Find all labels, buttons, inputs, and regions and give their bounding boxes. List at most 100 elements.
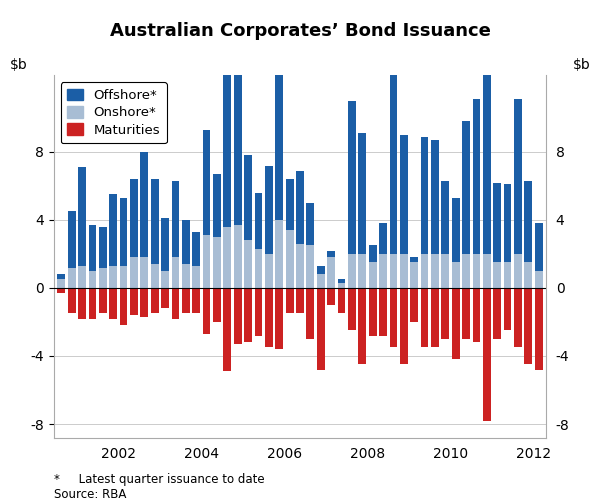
Bar (213, 237, 221, 288)
Bar (535, 271, 542, 288)
Bar (452, 288, 460, 360)
Bar (151, 179, 158, 264)
Bar (379, 288, 387, 336)
Bar (535, 223, 542, 271)
Bar (338, 280, 346, 283)
Bar (213, 288, 221, 322)
Bar (161, 271, 169, 288)
Bar (89, 288, 96, 318)
Text: Australian Corporates’ Bond Issuance: Australian Corporates’ Bond Issuance (110, 22, 490, 40)
Bar (514, 254, 522, 288)
Bar (265, 165, 273, 254)
Bar (193, 288, 200, 313)
Bar (109, 288, 117, 318)
Bar (400, 288, 407, 365)
Bar (421, 137, 428, 254)
Bar (431, 254, 439, 288)
Bar (442, 254, 449, 288)
Bar (317, 288, 325, 370)
Bar (234, 43, 242, 225)
Bar (369, 245, 377, 263)
Bar (193, 266, 200, 288)
Bar (442, 288, 449, 339)
Bar (203, 130, 211, 235)
Bar (89, 225, 96, 271)
Bar (524, 263, 532, 288)
Bar (130, 179, 138, 258)
Bar (244, 155, 252, 240)
Bar (400, 135, 407, 254)
Bar (379, 223, 387, 254)
Bar (483, 288, 491, 421)
Bar (265, 288, 273, 348)
Text: $b: $b (10, 58, 28, 72)
Bar (307, 203, 314, 245)
Bar (99, 288, 107, 313)
Bar (58, 280, 65, 288)
Bar (462, 254, 470, 288)
Bar (172, 181, 179, 258)
Bar (265, 254, 273, 288)
Bar (109, 195, 117, 266)
Bar (244, 240, 252, 288)
Bar (234, 225, 242, 288)
Bar (78, 167, 86, 266)
Bar (307, 288, 314, 339)
Bar (389, 288, 397, 348)
Bar (275, 288, 283, 349)
Bar (317, 274, 325, 288)
Bar (78, 288, 86, 318)
Bar (119, 266, 127, 288)
Bar (182, 288, 190, 313)
Bar (213, 174, 221, 237)
Bar (130, 288, 138, 315)
Text: Source: RBA: Source: RBA (54, 488, 127, 501)
Bar (254, 288, 262, 336)
Bar (535, 288, 542, 370)
Bar (524, 288, 532, 365)
Bar (389, 254, 397, 288)
Bar (140, 258, 148, 288)
Bar (473, 288, 481, 343)
Bar (275, 74, 283, 220)
Bar (421, 254, 428, 288)
Bar (223, 288, 231, 371)
Bar (140, 288, 148, 317)
Bar (296, 288, 304, 313)
Bar (119, 288, 127, 325)
Bar (400, 254, 407, 288)
Bar (296, 244, 304, 288)
Bar (254, 193, 262, 249)
Bar (369, 263, 377, 288)
Bar (493, 183, 501, 263)
Bar (223, 65, 231, 227)
Bar (234, 288, 242, 344)
Bar (493, 263, 501, 288)
Bar (99, 268, 107, 288)
Bar (203, 235, 211, 288)
Bar (254, 249, 262, 288)
Text: *     Latest quarter issuance to date: * Latest quarter issuance to date (54, 473, 265, 486)
Bar (483, 50, 491, 254)
Bar (140, 152, 148, 258)
Bar (410, 288, 418, 322)
Bar (473, 99, 481, 254)
Bar (379, 254, 387, 288)
Bar (369, 288, 377, 336)
Bar (223, 227, 231, 288)
Bar (410, 258, 418, 263)
Bar (338, 283, 346, 288)
Bar (348, 254, 356, 288)
Bar (161, 218, 169, 271)
Bar (473, 254, 481, 288)
Bar (431, 288, 439, 348)
Bar (109, 266, 117, 288)
Bar (514, 99, 522, 254)
Bar (348, 101, 356, 254)
Bar (421, 288, 428, 348)
Bar (327, 288, 335, 305)
Bar (296, 171, 304, 244)
Bar (182, 220, 190, 264)
Bar (338, 288, 346, 313)
Bar (358, 254, 366, 288)
